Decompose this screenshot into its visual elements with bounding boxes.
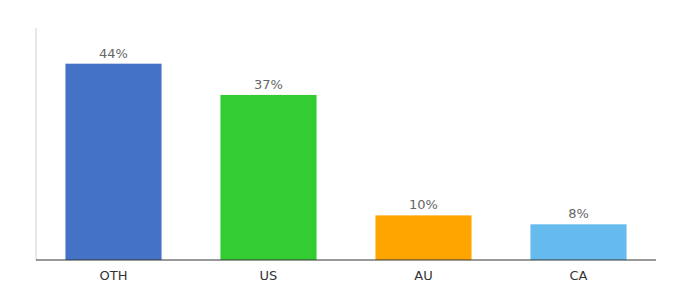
bar bbox=[220, 95, 316, 260]
data-label: 8% bbox=[568, 206, 589, 221]
bar bbox=[65, 64, 161, 260]
y-axis-line bbox=[36, 28, 37, 260]
chart-container: 44% 37% 10% 8% OTH US AU CA bbox=[0, 0, 680, 300]
x-tick-label: CA bbox=[570, 268, 588, 283]
chart: 44% 37% 10% 8% OTH US AU CA bbox=[0, 0, 680, 300]
x-tick-label: AU bbox=[414, 268, 432, 283]
data-label: 37% bbox=[254, 77, 283, 92]
bar bbox=[530, 224, 626, 260]
x-tick-label: US bbox=[260, 268, 278, 283]
x-axis-line bbox=[36, 260, 656, 261]
data-label: 44% bbox=[99, 46, 128, 61]
bar bbox=[375, 215, 471, 260]
x-tick-label: OTH bbox=[100, 268, 128, 283]
data-label: 10% bbox=[409, 197, 438, 212]
bars bbox=[65, 64, 626, 260]
